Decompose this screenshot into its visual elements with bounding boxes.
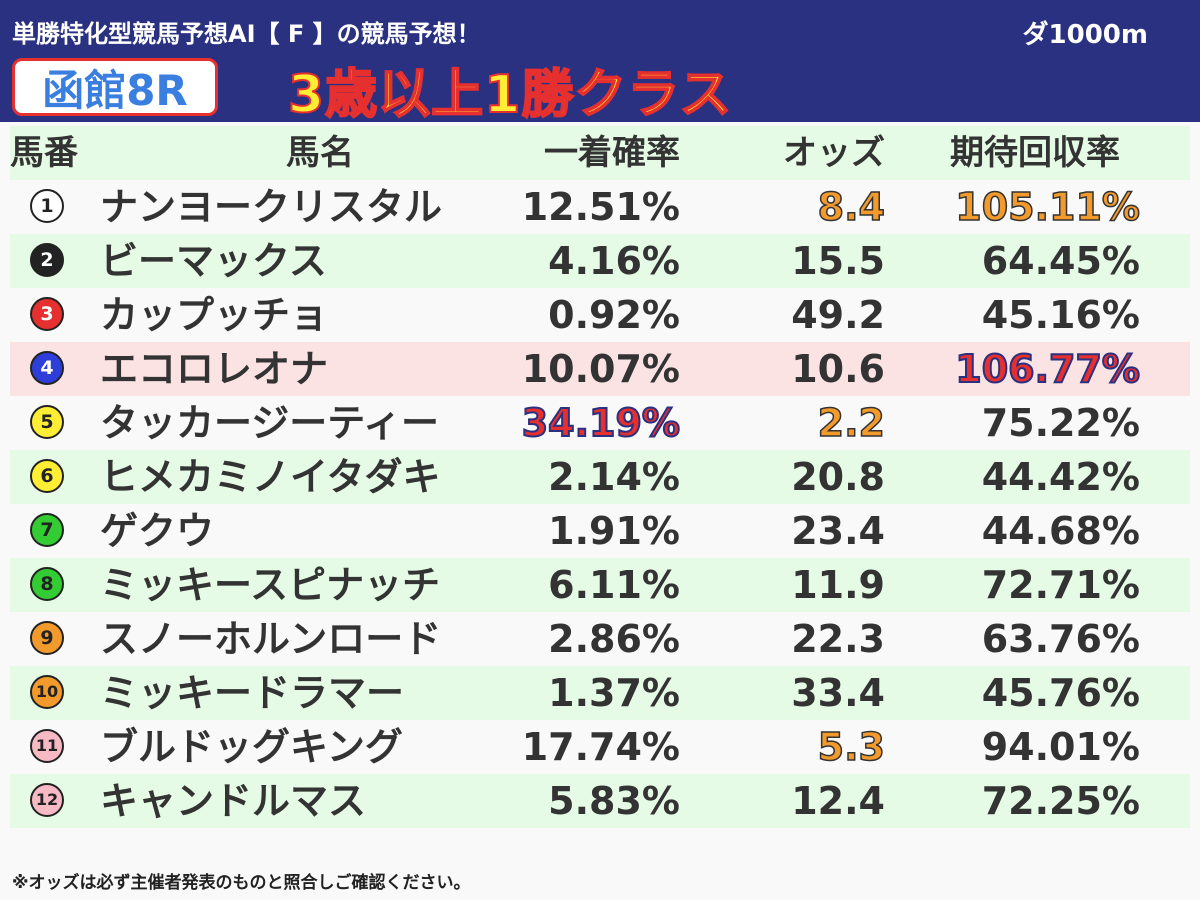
win-probability: 12.51% xyxy=(521,185,680,229)
odds-value: 11.9 xyxy=(791,563,885,607)
horse-name: タッカージーティー xyxy=(100,401,439,445)
brand-title: 単勝特化型競馬予想AI【 F 】の競馬予想！ xyxy=(12,20,481,48)
horse-name: ミッキースピナッチ xyxy=(100,563,441,607)
horse-name: ミッキードラマー xyxy=(100,671,405,715)
table-row: 7 ゲクウ 1.91% 23.4 44.68% xyxy=(10,504,1190,558)
horse-number-badge: 1 xyxy=(30,189,64,223)
horse-number-cell: 1 xyxy=(10,180,100,234)
table-row: 4 エコロレオナ 10.07% 10.6 106.77% xyxy=(10,342,1190,396)
odds-value: 33.4 xyxy=(791,671,885,715)
horse-number-badge: 5 xyxy=(30,405,64,439)
table-row: 12 キャンドルマス 5.83% 12.4 72.25% xyxy=(10,774,1190,828)
odds-value: 23.4 xyxy=(791,509,885,553)
table-row: 8 ミッキースピナッチ 6.11% 11.9 72.71% xyxy=(10,558,1190,612)
horse-name: ブルドッグキング xyxy=(100,725,403,769)
horse-number-badge: 11 xyxy=(30,729,64,763)
expected-return: 105.11% xyxy=(955,184,1141,230)
horse-name: ヒメカミノイタダキ xyxy=(100,455,441,499)
win-probability: 2.14% xyxy=(548,455,680,499)
win-probability: 1.37% xyxy=(548,671,680,715)
odds-value: 12.4 xyxy=(791,779,885,823)
horse-number-cell: 12 xyxy=(10,774,100,828)
race-distance: ダ1000m xyxy=(1022,20,1148,50)
horse-number-badge: 6 xyxy=(30,459,64,493)
horse-number-cell: 11 xyxy=(10,720,100,774)
win-probability: 34.19% xyxy=(521,400,681,446)
horse-number-badge: 7 xyxy=(30,513,64,547)
expected-return: 72.25% xyxy=(981,779,1140,823)
win-probability: 2.86% xyxy=(548,617,680,661)
horse-number-badge: 9 xyxy=(30,621,64,655)
table-row: 6 ヒメカミノイタダキ 2.14% 20.8 44.42% xyxy=(10,450,1190,504)
table-row: 10 ミッキードラマー 1.37% 33.4 45.76% xyxy=(10,666,1190,720)
odds-value: 5.3 xyxy=(817,724,886,770)
venue-race-badge: 函館8R xyxy=(12,58,218,116)
expected-return: 64.45% xyxy=(981,239,1140,283)
win-probability: 1.91% xyxy=(548,509,680,553)
horse-number-cell: 2 xyxy=(10,234,100,288)
expected-return: 94.01% xyxy=(981,725,1140,769)
horse-number-cell: 8 xyxy=(10,558,100,612)
horse-number-badge: 2 xyxy=(30,243,64,277)
header-banner: 単勝特化型競馬予想AI【 F 】の競馬予想！ ダ1000m 函館8R 3歳以上1… xyxy=(0,0,1200,126)
odds-value: 20.8 xyxy=(791,455,885,499)
table-row: 2 ビーマックス 4.16% 15.5 64.45% xyxy=(10,234,1190,288)
header-name: 馬名 xyxy=(286,133,354,173)
horse-number-badge: 12 xyxy=(30,783,64,817)
horse-number-badge: 10 xyxy=(30,675,64,709)
horse-number-cell: 5 xyxy=(10,396,100,450)
horse-name: ビーマックス xyxy=(100,239,327,283)
horse-number-cell: 4 xyxy=(10,342,100,396)
win-probability: 6.11% xyxy=(548,563,680,607)
expected-return: 44.68% xyxy=(981,509,1140,553)
expected-return: 72.71% xyxy=(981,563,1140,607)
table-row: 11 ブルドッグキング 17.74% 5.3 94.01% xyxy=(10,720,1190,774)
header-prob: 一着確率 xyxy=(544,133,680,173)
expected-return: 45.76% xyxy=(981,671,1140,715)
horse-name: キャンドルマス xyxy=(100,779,367,823)
expected-return: 44.42% xyxy=(981,455,1140,499)
odds-value: 15.5 xyxy=(791,239,885,283)
header-return: 期待回収率 xyxy=(950,133,1120,173)
table-row: 5 タッカージーティー 34.19% 2.2 75.22% xyxy=(10,396,1190,450)
horse-number-cell: 3 xyxy=(10,288,100,342)
horse-name: ナンヨークリスタル xyxy=(100,185,443,229)
win-probability: 10.07% xyxy=(521,347,680,391)
expected-return: 106.77% xyxy=(954,346,1141,392)
horse-number-cell: 10 xyxy=(10,666,100,720)
table-body: 1 ナンヨークリスタル 12.51% 8.4 105.11% 2 ビーマックス 4.16% 15… xyxy=(10,180,1190,828)
odds-value: 10.6 xyxy=(791,347,885,391)
horse-name: エコロレオナ xyxy=(100,347,329,391)
horse-number-cell: 6 xyxy=(10,450,100,504)
table-header-row: 馬番 馬名 一着確率 オッズ 期待回収率 xyxy=(10,126,1190,180)
horse-number-cell: 7 xyxy=(10,504,100,558)
expected-return: 75.22% xyxy=(981,401,1140,445)
odds-value: 8.4 xyxy=(817,184,886,230)
expected-return: 45.16% xyxy=(981,293,1140,337)
win-probability: 0.92% xyxy=(548,293,680,337)
table-row: 1 ナンヨークリスタル 12.51% 8.4 105.11% xyxy=(10,180,1190,234)
horse-number-cell: 9 xyxy=(10,612,100,666)
expected-return: 63.76% xyxy=(981,617,1140,661)
odds-value: 22.3 xyxy=(791,617,885,661)
horse-number-badge: 8 xyxy=(30,567,64,601)
odds-value: 2.2 xyxy=(817,400,886,446)
table-row: 9 スノーホルンロード 2.86% 22.3 63.76% xyxy=(10,612,1190,666)
horse-name: カップッチョ xyxy=(100,293,329,337)
header-odds: オッズ xyxy=(783,133,885,173)
win-probability: 4.16% xyxy=(548,239,680,283)
odds-value: 49.2 xyxy=(791,293,885,337)
race-class-title: 3歳以上1勝クラス xyxy=(287,64,733,126)
horse-number-badge: 3 xyxy=(30,297,64,331)
table-row: 3 カップッチョ 0.92% 49.2 45.16% xyxy=(10,288,1190,342)
footer-note: ※オッズは必ず主催者発表のものと照合しご確認ください。 xyxy=(12,873,471,893)
prediction-table: 馬番 馬名 一着確率 オッズ 期待回収率 1 ナンヨークリスタル 12.51% 8.4… xyxy=(10,126,1190,828)
horse-name: ゲクウ xyxy=(100,509,215,553)
win-probability: 5.83% xyxy=(548,779,680,823)
win-probability: 17.74% xyxy=(521,725,680,769)
header-num: 馬番 xyxy=(10,133,78,173)
horse-name: スノーホルンロード xyxy=(100,617,442,661)
horse-number-badge: 4 xyxy=(30,351,64,385)
